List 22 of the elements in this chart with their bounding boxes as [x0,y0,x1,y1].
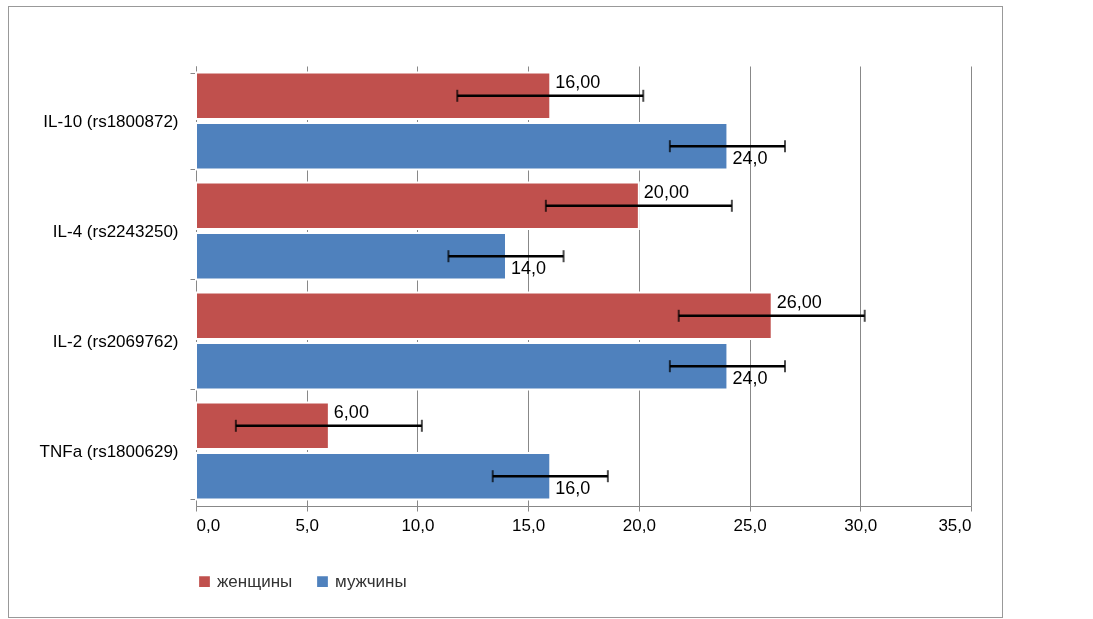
x-tick-label: 20,0 [622,515,656,535]
legend-label: женщины [217,571,293,591]
data-label: 24,0 [732,148,768,169]
x-tick-label: 10,0 [401,515,435,535]
legend-label: мужчины [335,571,407,591]
x-tick-label: 0,0 [196,515,221,535]
x-tick-label: 15,0 [512,515,546,535]
data-label: 14,0 [511,258,547,279]
x-tick-label: 25,0 [733,515,767,535]
x-tick-label: 30,0 [844,515,878,535]
y-tick-label: IL-2 (rs2069762) [52,331,179,351]
data-label: 16,00 [555,71,601,92]
data-label: 6,00 [333,401,369,422]
data-label: 16,0 [555,478,591,499]
data-label: 24,0 [732,368,768,389]
x-tick-label: 5,0 [295,515,320,535]
x-tick-label: 35,0 [938,515,972,535]
data-label: 20,00 [643,181,689,202]
data-label: 26,00 [776,291,822,312]
y-tick-label: IL-10 (rs1800872) [43,111,179,131]
y-tick-label: TNFa (rs1800629) [39,441,179,461]
y-tick-label: IL-4 (rs2243250) [52,221,179,241]
